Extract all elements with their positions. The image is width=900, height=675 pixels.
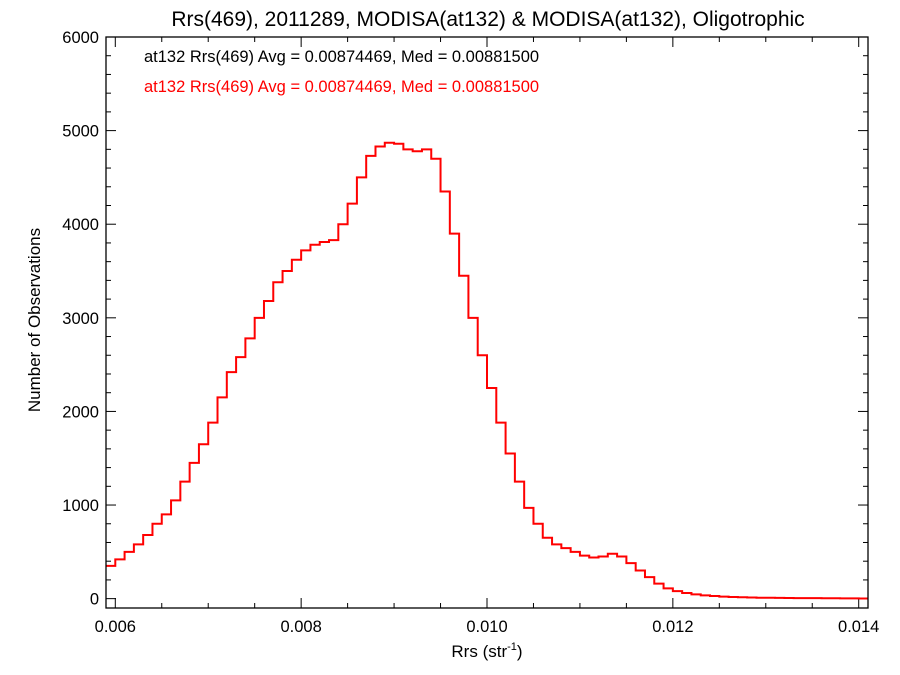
y-tick-label: 1000 [62, 497, 99, 515]
y-tick-label: 3000 [62, 310, 99, 328]
y-tick-label: 4000 [62, 216, 99, 234]
x-tick-label: 0.012 [652, 618, 693, 636]
chart-title: Rrs(469), 2011289, MODISA(at132) & MODIS… [171, 8, 804, 31]
plot-marks: 0.006 0.008 0.010 0.012 0.014 0 1000 2000 3000 40… [62, 29, 879, 636]
legend-entry-black: at132 Rrs(469) Avg = 0.00874469, Med = 0… [144, 48, 539, 66]
x-axis-label-superscript: -1 [507, 641, 517, 653]
histogram-series-line [106, 141, 868, 600]
y-tick-label: 0 [90, 591, 99, 609]
x-tick-label: 0.014 [838, 618, 879, 636]
y-tick-label: 5000 [62, 123, 99, 141]
x-tick-label: 0.006 [95, 618, 136, 636]
x-tick-label: 0.010 [466, 618, 507, 636]
legend-entry-red: at132 Rrs(469) Avg = 0.00874469, Med = 0… [144, 78, 539, 96]
x-tick-label: 0.008 [280, 618, 321, 636]
y-tick-label: 6000 [62, 29, 99, 47]
x-axis-label-tail: ) [517, 642, 523, 661]
x-axis-label-main: Rrs (str [451, 642, 507, 661]
y-tick-label: 2000 [62, 403, 99, 421]
y-axis-label: Number of Observations [25, 228, 44, 412]
plot-frame [105, 36, 869, 609]
x-axis-label: Rrs (str-1) [451, 641, 522, 661]
